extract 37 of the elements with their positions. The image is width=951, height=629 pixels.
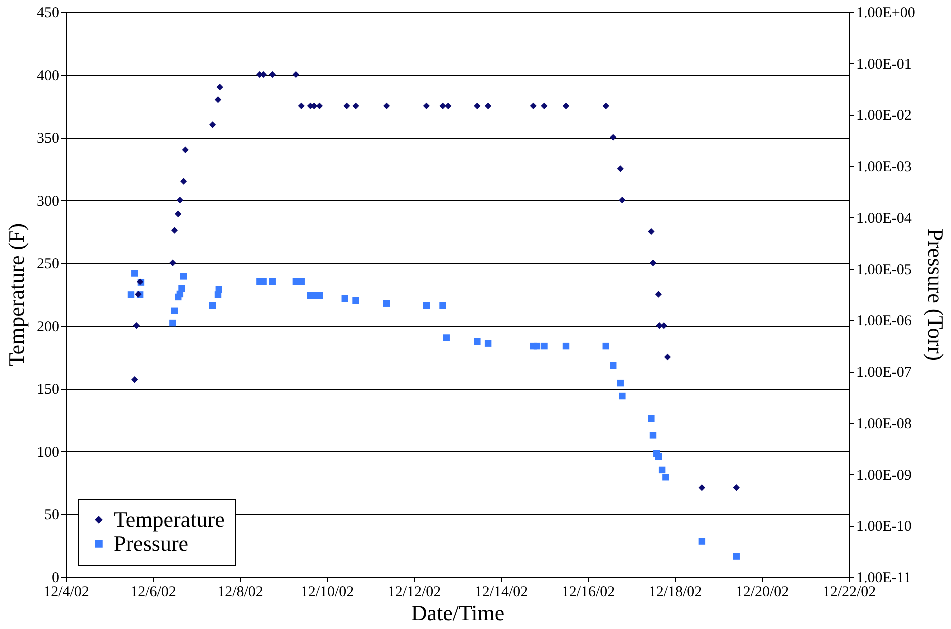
y-tick-label: 300: [37, 194, 60, 210]
x-tick-label: 12/22/02: [822, 584, 876, 600]
x-axis-title: Date/Time: [411, 600, 505, 626]
y2-tick-label: 1.00E-06: [856, 314, 912, 330]
y2-tick-label: 1.00E-03: [856, 160, 912, 176]
y-tick-label: 450: [37, 6, 60, 22]
x-tick-label: 12/20/02: [736, 584, 790, 600]
y2-axis-title: Pressure (Torr): [923, 228, 948, 362]
y2-tick-label: 1.00E-01: [856, 56, 912, 73]
x-tick-label: 12/4/02: [44, 584, 90, 600]
y-tick-label: 250: [37, 256, 60, 273]
y-tick-label: 0: [52, 570, 60, 586]
y2-tick-label: 1.00E-05: [856, 262, 912, 278]
y2-tick-label: 1.00E-08: [856, 416, 912, 432]
y-tick-label: 350: [37, 131, 60, 148]
y-axis-title: Temperature (F): [4, 223, 29, 367]
y-tick-label: 400: [37, 68, 60, 84]
y2-tick-label: 1.00E-11: [856, 570, 912, 586]
x-tick-label: 12/6/02: [130, 584, 176, 600]
y-tick-label: 100: [37, 444, 60, 461]
x-tick-label: 12/18/02: [648, 584, 702, 600]
x-tick-label: 12/12/02: [388, 584, 442, 600]
y2-tick-label: 1.00E-10: [856, 519, 912, 536]
x-tick-label: 12/14/02: [474, 584, 528, 600]
x-tick-label: 12/16/02: [562, 584, 616, 600]
y-tick-label: 50: [44, 508, 60, 524]
legend-label: Pressure: [114, 531, 189, 556]
y2-tick-label: 1.00E+00: [856, 6, 916, 22]
x-tick-label: 12/10/02: [300, 584, 354, 600]
y2-tick-label: 1.00E-07: [856, 365, 912, 382]
y-tick-label: 150: [37, 382, 60, 398]
legend-label: Temperature: [114, 507, 225, 532]
y2-tick-label: 1.00E-04: [856, 210, 912, 227]
y-tick-label: 200: [37, 319, 60, 336]
y2-tick-label: 1.00E-09: [856, 468, 912, 484]
y2-tick-label: 1.00E-02: [856, 108, 912, 124]
x-tick-label: 12/8/02: [218, 584, 264, 600]
